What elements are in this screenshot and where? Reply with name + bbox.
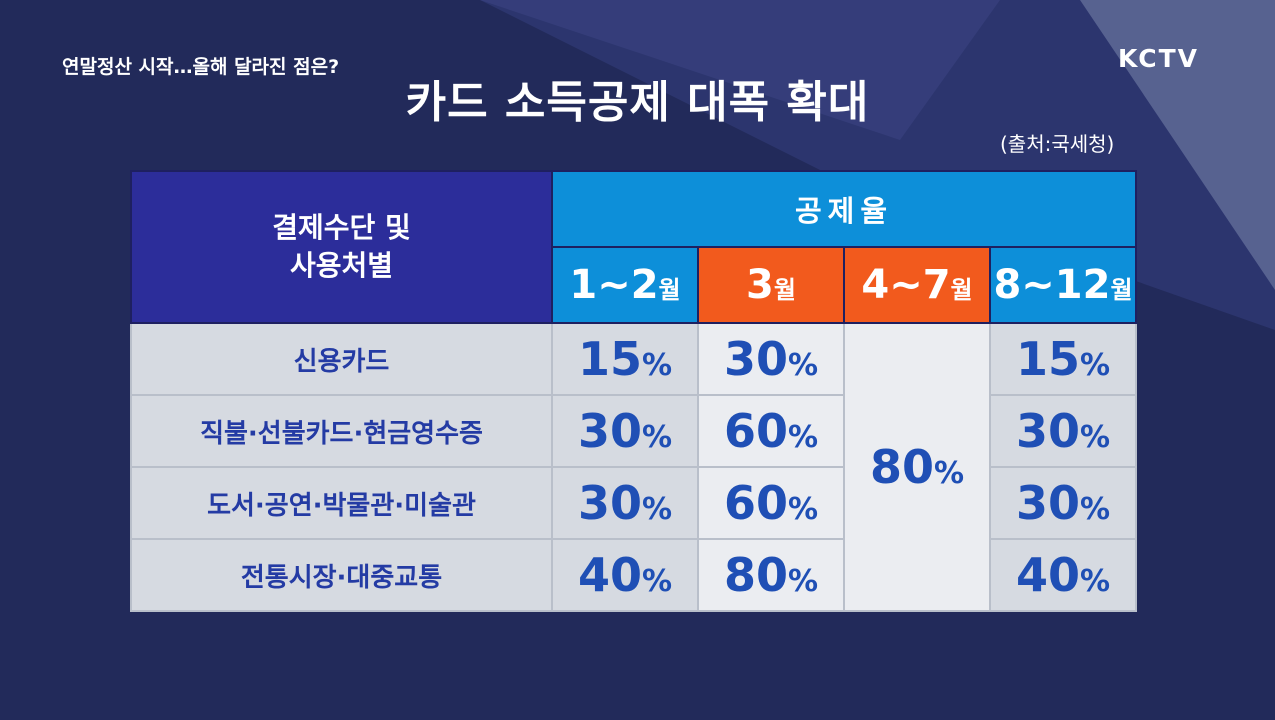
- percent-sign: %: [641, 420, 673, 455]
- rate-cell: 80%: [697, 538, 845, 612]
- rate-cell: 30%: [989, 466, 1137, 540]
- month-unit: 월: [1110, 276, 1133, 304]
- row-header-cell: 결제수단 및 사용처별: [130, 170, 553, 324]
- deduction-rate-table: 결제수단 및 사용처별 공제율 1~2월 3월 4~7월 8~12월 신용카드 …: [130, 170, 1137, 612]
- rate-cell-merged: 80%: [843, 322, 991, 612]
- news-ticker: 연말정산 시작…올해 달라진 점은?: [62, 56, 340, 78]
- category-cell: 도서·공연·박물관·미술관: [130, 466, 553, 540]
- category-cell: 신용카드: [130, 322, 553, 396]
- month-number: 4~7: [861, 262, 951, 308]
- rate-cell: 60%: [697, 394, 845, 468]
- page-title: 카드 소득공제 대폭 확대: [405, 77, 870, 128]
- rate-header-label: 공제율: [794, 194, 894, 228]
- rate-value: 60: [723, 404, 788, 458]
- percent-sign: %: [1079, 420, 1111, 455]
- rate-value: 30: [723, 332, 788, 386]
- rate-cell: 30%: [551, 466, 699, 540]
- percent-sign: %: [787, 348, 819, 383]
- percent-sign: %: [641, 348, 673, 383]
- month-header-jan-feb: 1~2월: [551, 246, 699, 324]
- rate-cell: 30%: [989, 394, 1137, 468]
- percent-sign: %: [1079, 348, 1111, 383]
- rate-cell: 40%: [551, 538, 699, 612]
- rate-cell: 60%: [697, 466, 845, 540]
- percent-sign: %: [641, 492, 673, 527]
- rate-value: 15: [1015, 332, 1080, 386]
- percent-sign: %: [787, 492, 819, 527]
- kctv-logo: KCTV: [1118, 44, 1199, 73]
- category-cell: 전통시장·대중교통: [130, 538, 553, 612]
- month-header-apr-jul: 4~7월: [843, 246, 991, 324]
- rate-value: 60: [723, 476, 788, 530]
- rate-cell: 40%: [989, 538, 1137, 612]
- rate-value: 80: [723, 548, 788, 602]
- rate-value: 40: [577, 548, 642, 602]
- month-unit: 월: [773, 276, 796, 304]
- month-header-mar: 3월: [697, 246, 845, 324]
- month-number: 3: [746, 262, 774, 308]
- rate-value: 30: [577, 476, 642, 530]
- rate-value: 30: [1015, 476, 1080, 530]
- row-header-label: 결제수단 및 사용처별: [272, 211, 411, 282]
- month-unit: 월: [658, 276, 681, 304]
- source-note: (출처:국세청): [1000, 132, 1115, 156]
- rate-value: 80: [869, 440, 934, 494]
- rate-cell: 15%: [989, 322, 1137, 396]
- rate-cell: 30%: [697, 322, 845, 396]
- rate-value: 30: [1015, 404, 1080, 458]
- percent-sign: %: [641, 564, 673, 599]
- month-number: 8~12: [993, 262, 1111, 308]
- percent-sign: %: [1079, 492, 1111, 527]
- category-cell: 직불·선불카드·현금영수증: [130, 394, 553, 468]
- rate-value: 40: [1015, 548, 1080, 602]
- rate-value: 15: [577, 332, 642, 386]
- month-number: 1~2: [569, 262, 659, 308]
- percent-sign: %: [787, 420, 819, 455]
- percent-sign: %: [787, 564, 819, 599]
- rate-header-cell: 공제율: [551, 170, 1137, 248]
- percent-sign: %: [933, 456, 965, 491]
- percent-sign: %: [1079, 564, 1111, 599]
- rate-cell: 30%: [551, 394, 699, 468]
- month-unit: 월: [950, 276, 973, 304]
- month-header-aug-dec: 8~12월: [989, 246, 1137, 324]
- rate-cell: 15%: [551, 322, 699, 396]
- rate-value: 30: [577, 404, 642, 458]
